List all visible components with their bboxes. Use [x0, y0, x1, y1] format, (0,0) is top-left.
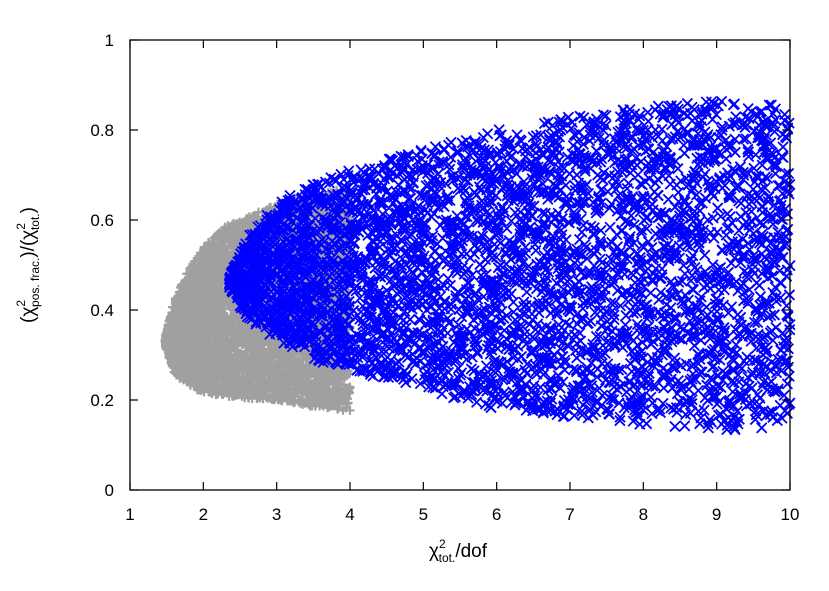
gray-plus-point: [231, 341, 241, 351]
gray-plus-point: [338, 405, 348, 415]
gray-plus-point: [253, 207, 263, 217]
